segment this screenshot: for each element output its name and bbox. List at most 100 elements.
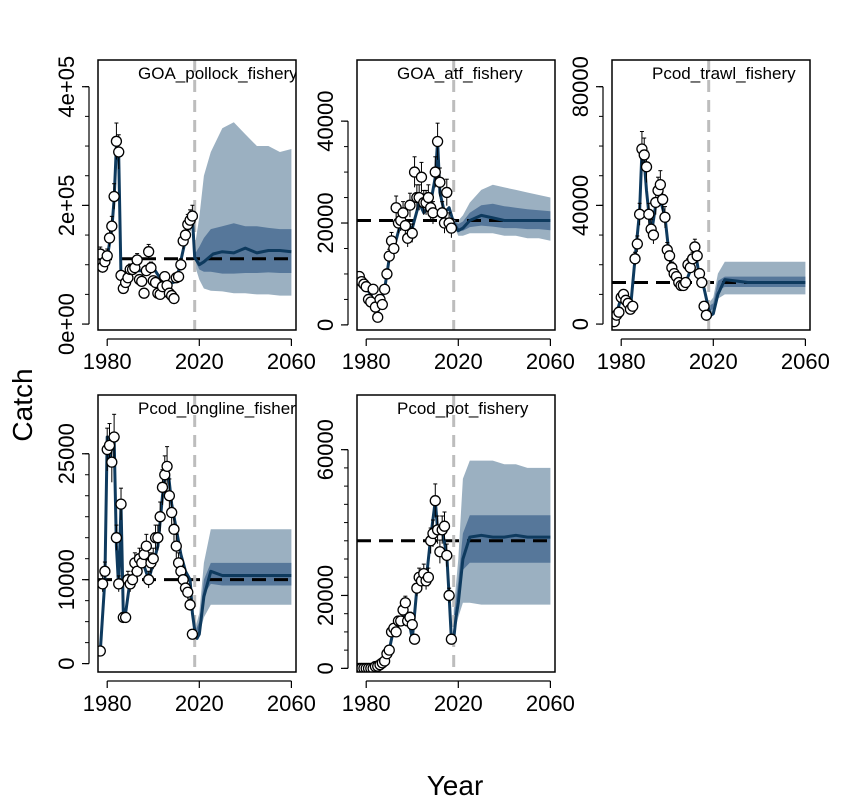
panel-title: GOA_pollock_fishery [138, 64, 298, 83]
observed-point [406, 227, 418, 239]
y-tick-label: 80000 [568, 56, 593, 117]
observed-point [434, 176, 446, 188]
inner-uncertainty-band [453, 515, 551, 629]
panel-frame [97, 394, 297, 673]
observed-point [406, 618, 418, 631]
observed-point [98, 645, 106, 657]
observed-point [659, 211, 671, 223]
observed-point [126, 574, 139, 586]
panel-frame [611, 59, 811, 331]
observed-point [627, 300, 639, 312]
observed-point [166, 506, 178, 519]
observed-point [422, 191, 435, 204]
observed-point [168, 523, 180, 535]
panel-frame [97, 59, 297, 331]
observed-point [140, 540, 152, 552]
panel-3: Pcod_trawl_fishery 1980 2020 2060 0 40000 8000… [568, 56, 830, 374]
observed-point [657, 193, 669, 206]
observed-point [680, 276, 692, 289]
observed-point [445, 222, 458, 234]
observed-point [654, 178, 666, 191]
panel-1: GOA_pollock_fishery 1980 2020 2060 0e+00 2e+0… [54, 56, 316, 374]
observed-point [101, 250, 113, 262]
observed-point [113, 146, 125, 158]
observed-point [397, 207, 409, 219]
y-tick-label: 4e+05 [54, 56, 79, 118]
inner-uncertainty-band [708, 276, 806, 311]
x-axis-title: Year [427, 770, 484, 800]
x-tick-label: 1980 [342, 349, 391, 374]
observed-point [138, 287, 150, 299]
x-tick-label: 2020 [434, 349, 483, 374]
observed-point [408, 633, 421, 645]
observed-point [445, 633, 458, 645]
y-tick-label: 10000 [54, 549, 79, 610]
observed-point [431, 135, 444, 148]
x-tick-label: 2020 [175, 691, 224, 716]
y-tick-label: 20000 [313, 565, 338, 626]
observed-point [103, 439, 116, 452]
observed-point [106, 456, 118, 468]
x-tick-label: 1980 [83, 691, 132, 716]
observed-point [647, 229, 660, 241]
y-tick-label: 20000 [313, 192, 338, 253]
panels-container: GOA_pollock_fishery 1980 2020 2060 0e+00 2e+0… [54, 56, 830, 716]
observed-point [427, 207, 439, 219]
observed-point [631, 238, 643, 250]
panel-4: Pcod_longline_fishery 1980 2020 2060 0 10000 2… [54, 394, 316, 716]
observed-point [184, 599, 196, 611]
observed-point [429, 495, 441, 507]
observed-point [643, 208, 655, 220]
y-tick-label: 0e+00 [54, 293, 79, 355]
observed-point [441, 186, 453, 199]
observed-point [629, 253, 641, 265]
observed-point [415, 171, 428, 183]
observed-point [182, 586, 194, 598]
y-tick-label: 0 [313, 662, 338, 674]
observed-point [404, 199, 416, 211]
plot-area: Pcod_longline_fishery [98, 395, 296, 672]
observed-point [115, 498, 127, 510]
observed-point [145, 262, 157, 274]
panel-title: Pcod_pot_fishery [397, 399, 529, 418]
observed-point [691, 250, 703, 262]
observed-point [613, 306, 625, 318]
x-tick-label: 2060 [781, 349, 830, 374]
observed-point [186, 628, 199, 640]
observed-point [172, 270, 185, 283]
observed-point [136, 275, 148, 287]
x-tick-label: 2060 [526, 349, 575, 374]
panel-frame [356, 59, 556, 331]
observed-point [376, 298, 388, 311]
observed-point [108, 190, 120, 203]
y-tick-label: 2e+05 [54, 174, 79, 236]
observed-point [99, 565, 111, 577]
y-tick-label: 25000 [54, 423, 79, 484]
y-tick-label: 40000 [313, 91, 338, 152]
observed-point [186, 210, 199, 222]
x-tick-label: 2020 [434, 691, 483, 716]
observed-point [108, 431, 120, 443]
observed-point [367, 283, 379, 295]
median-catch-line [612, 150, 806, 322]
observed-point [143, 574, 155, 586]
observed-point [175, 259, 187, 271]
observed-point [638, 149, 650, 161]
observed-point [372, 311, 384, 323]
observed-point [98, 578, 109, 590]
observed-point [388, 242, 400, 255]
observed-point [378, 283, 391, 295]
observed-point [147, 553, 159, 565]
x-tick-label: 1980 [597, 349, 646, 374]
observed-point [696, 276, 708, 289]
observed-point [438, 520, 451, 532]
observed-point [383, 644, 395, 656]
observed-point [663, 250, 676, 262]
plot-area: GOA_atf_fishery [357, 60, 555, 330]
observed-point [110, 135, 123, 147]
x-tick-label: 2020 [689, 349, 738, 374]
x-tick-label: 2020 [175, 349, 224, 374]
observed-point [700, 309, 713, 321]
observed-point [399, 219, 411, 232]
